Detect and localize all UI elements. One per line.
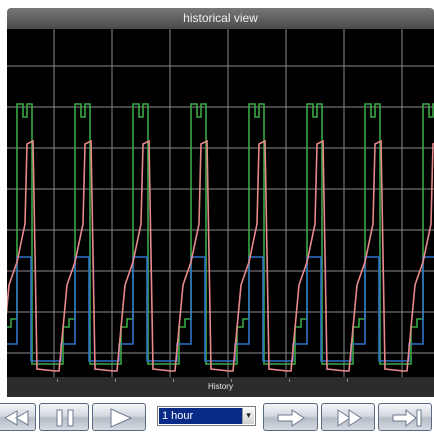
plot-grid bbox=[7, 29, 434, 377]
play-button[interactable] bbox=[92, 403, 146, 431]
chevron-down-icon[interactable]: ▾ bbox=[242, 408, 254, 424]
rewind-button[interactable] bbox=[0, 403, 36, 431]
history-axis: History bbox=[7, 377, 434, 397]
history-plot[interactable] bbox=[7, 29, 434, 377]
fast-forward-icon bbox=[337, 409, 362, 427]
time-range-select[interactable]: 1 hour ▾ bbox=[157, 406, 256, 426]
playback-controls: 1 hour ▾ bbox=[0, 400, 434, 436]
plot-traces bbox=[7, 103, 434, 372]
axis-tick bbox=[347, 379, 348, 382]
skip-to-end-button[interactable] bbox=[378, 403, 432, 431]
blue-trace bbox=[7, 256, 434, 362]
arrow-right-icon bbox=[277, 409, 305, 427]
rewind-icon bbox=[4, 410, 29, 426]
history-axis-label: History bbox=[208, 382, 233, 391]
window-title: historical view bbox=[7, 8, 434, 29]
axis-tick bbox=[231, 379, 232, 382]
green-trace bbox=[7, 103, 434, 365]
axis-tick bbox=[173, 379, 174, 382]
axis-tick bbox=[115, 379, 116, 382]
pink-trace bbox=[7, 139, 434, 372]
axis-tick bbox=[57, 379, 58, 382]
pause-icon bbox=[56, 409, 74, 427]
history-plot-canvas bbox=[7, 29, 434, 377]
skip-to-end-icon bbox=[392, 408, 422, 428]
step-forward-button[interactable] bbox=[263, 403, 318, 431]
time-range-value: 1 hour bbox=[159, 408, 242, 424]
axis-tick bbox=[289, 379, 290, 382]
play-icon bbox=[110, 408, 133, 428]
fast-forward-button[interactable] bbox=[321, 403, 375, 431]
pause-button[interactable] bbox=[39, 403, 89, 431]
